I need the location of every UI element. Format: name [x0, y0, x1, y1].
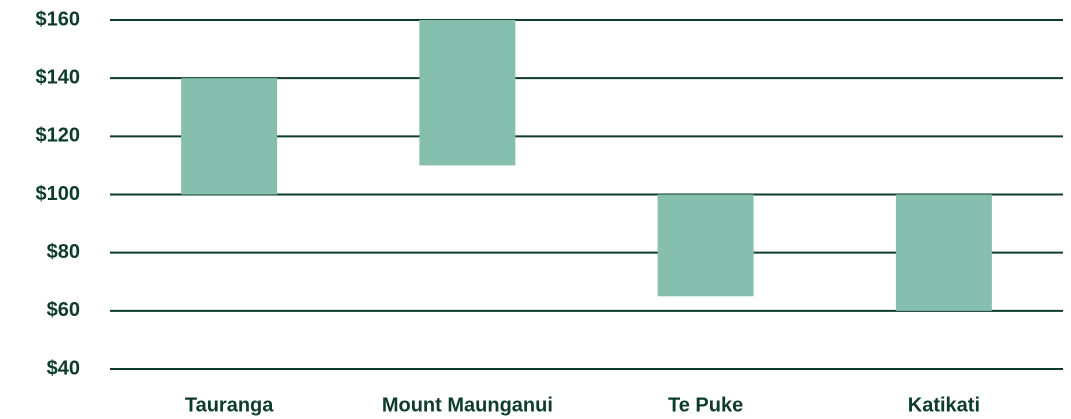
bar: [895, 194, 992, 311]
y-tick-label: $140: [36, 66, 81, 88]
bar: [419, 20, 516, 166]
y-tick-label: $60: [47, 299, 80, 321]
y-tick-label: $160: [36, 8, 81, 30]
y-tick-label: $100: [36, 183, 81, 205]
bar: [181, 78, 278, 195]
x-tick-label: Te Puke: [668, 394, 743, 416]
bar: [657, 194, 754, 297]
y-tick-label: $80: [47, 241, 80, 263]
x-tick-label: Tauranga: [185, 394, 274, 416]
y-tick-label: $40: [47, 357, 80, 379]
x-tick-label: Katikati: [908, 394, 980, 416]
x-tick-label: Mount Maunganui: [382, 394, 553, 416]
y-tick-label: $120: [36, 125, 81, 147]
